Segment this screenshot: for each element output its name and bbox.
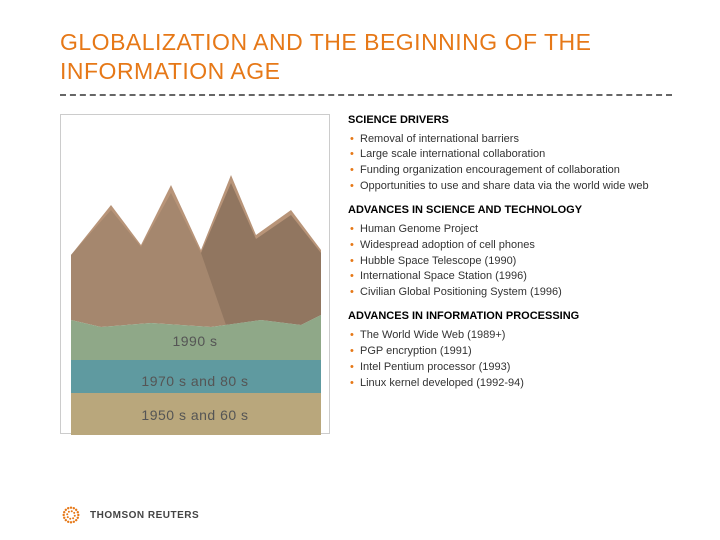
era-label: 1950 s and 60 s — [61, 407, 329, 423]
illustration-column: 1990 s 1970 s and 80 s 1950 s and 60 s — [60, 114, 330, 434]
bullet-item: Hubble Space Telescope (1990) — [348, 254, 672, 269]
era-label: 1990 s — [61, 333, 329, 349]
bullet-item: Funding organization encouragement of co… — [348, 163, 672, 178]
brand-name: THOMSON REUTERS — [90, 510, 199, 521]
title-divider — [60, 94, 672, 96]
section-heading: ADVANCES IN INFORMATION PROCESSING — [348, 310, 672, 322]
bullet-item: Civilian Global Positioning System (1996… — [348, 285, 672, 300]
bullet-list: The World Wide Web (1989+)PGP encryption… — [348, 328, 672, 390]
terrain-illustration: 1990 s 1970 s and 80 s 1950 s and 60 s — [60, 114, 330, 434]
bullet-list: Removal of international barriersLarge s… — [348, 132, 672, 194]
content-row: 1990 s 1970 s and 80 s 1950 s and 60 s SCI… — [60, 114, 672, 434]
bullet-list: Human Genome ProjectWidespread adoption … — [348, 222, 672, 300]
bullet-item: Removal of international barriers — [348, 132, 672, 147]
bullet-item: Human Genome Project — [348, 222, 672, 237]
bullet-item: International Space Station (1996) — [348, 269, 672, 284]
section-heading: SCIENCE DRIVERS — [348, 114, 672, 126]
era-label: 1970 s and 80 s — [61, 373, 329, 389]
brand-logo-icon — [60, 504, 82, 526]
bullet-item: Linux kernel developed (1992-94) — [348, 376, 672, 391]
text-column: SCIENCE DRIVERS Removal of international … — [348, 114, 672, 434]
terrain-shade — [201, 183, 321, 325]
slide-title: GLOBALIZATION AND THE BEGINNING OF THE I… — [60, 28, 672, 86]
bullet-item: Widespread adoption of cell phones — [348, 238, 672, 253]
bullet-item: Opportunities to use and share data via … — [348, 179, 672, 194]
bullet-item: PGP encryption (1991) — [348, 344, 672, 359]
bullet-item: The World Wide Web (1989+) — [348, 328, 672, 343]
bullet-item: Intel Pentium processor (1993) — [348, 360, 672, 375]
footer: THOMSON REUTERS — [60, 504, 199, 526]
section-heading: ADVANCES IN SCIENCE AND TECHNOLOGY — [348, 204, 672, 216]
bullet-item: Large scale international collaboration — [348, 147, 672, 162]
